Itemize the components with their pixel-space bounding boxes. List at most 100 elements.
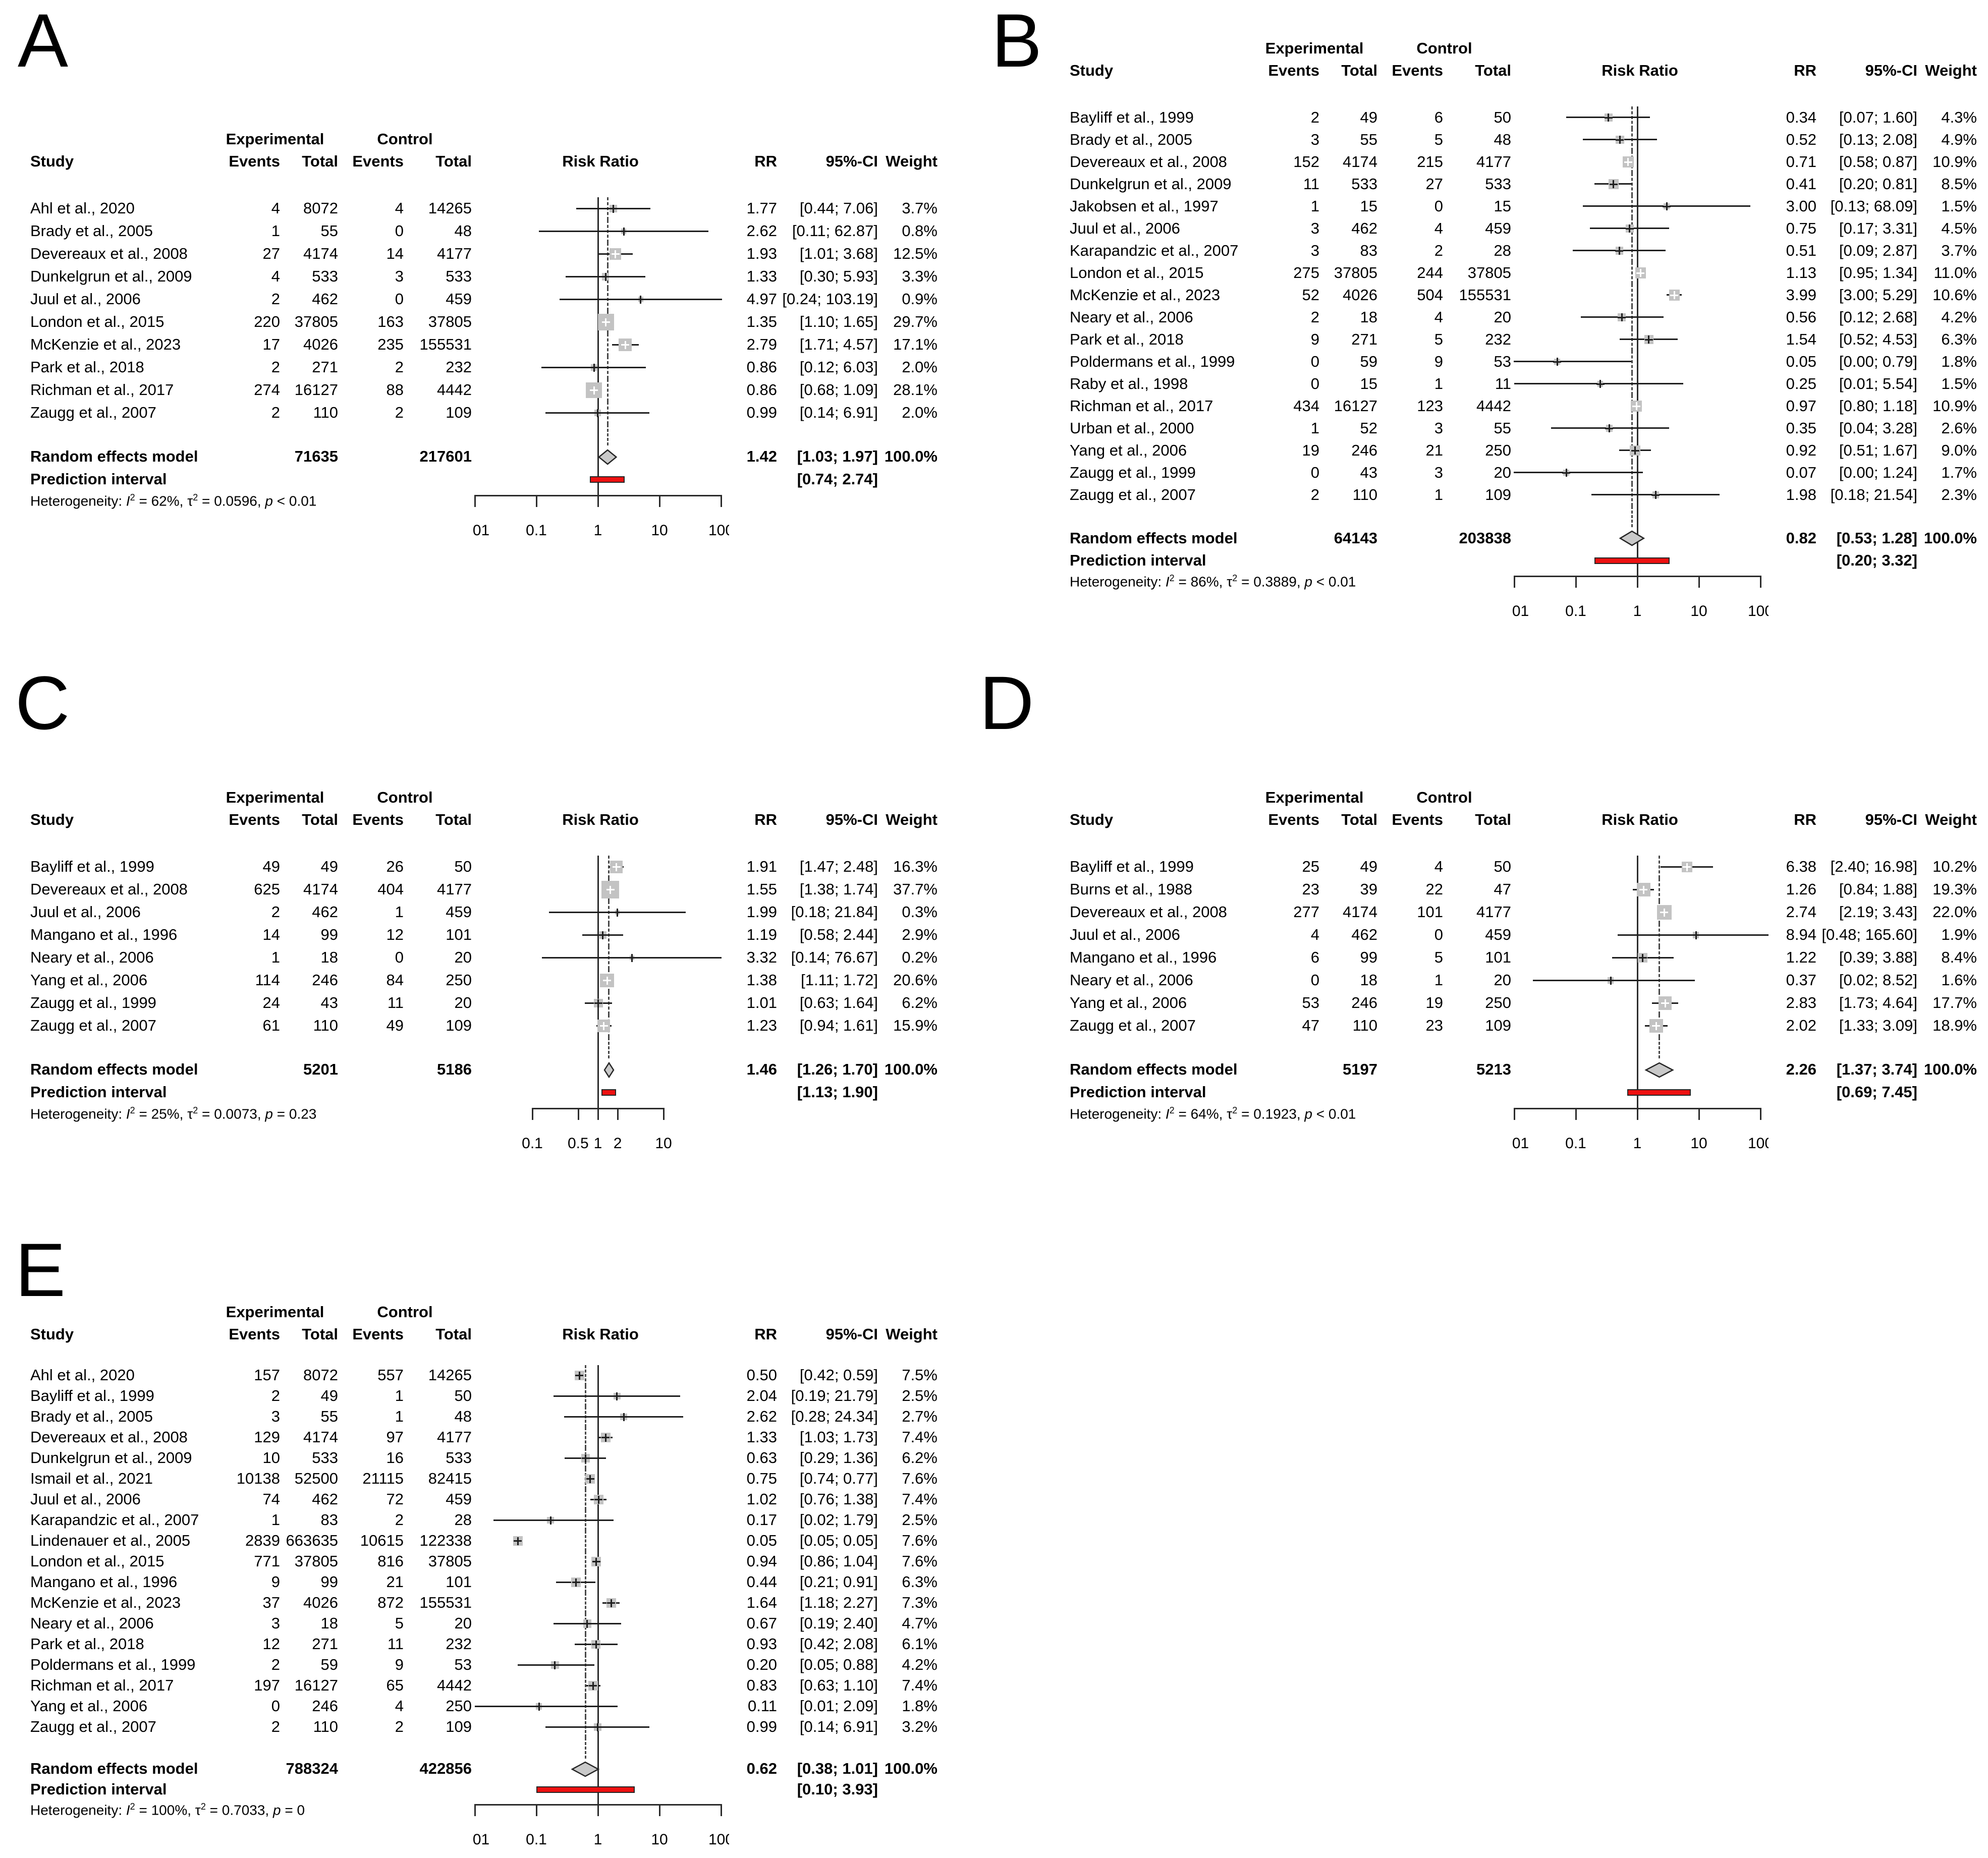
ci-value: [0.07; 1.60] — [1839, 108, 1917, 126]
experimental-events: 1 — [1310, 197, 1319, 215]
control-total: 109 — [446, 404, 472, 422]
prediction-interval-bar — [601, 1089, 617, 1096]
study-name: Mangano et al., 1996 — [30, 1573, 178, 1591]
heterogeneity-text: Heterogeneity: I2 = 25%, τ2 = 0.0073, p … — [30, 1105, 317, 1122]
ci-value: [0.74; 0.77] — [799, 1470, 878, 1488]
risk-ratio-plot — [472, 402, 729, 424]
point-marker — [1639, 889, 1648, 890]
ci-value: [0.17; 3.31] — [1839, 219, 1917, 237]
point-marker — [601, 276, 610, 277]
risk-ratio-plot — [1511, 1081, 1769, 1104]
prediction-interval-bar — [590, 476, 625, 483]
control-total: 459 — [1485, 926, 1511, 944]
study-name: Study — [1070, 61, 1114, 79]
control-events: 2 — [395, 1718, 404, 1736]
study-row: Zaugg et al., 2007 2 110 1 109 1.98 [0.18; 21.… — [1070, 484, 1977, 506]
pooled-effect-dashed-line — [1631, 506, 1633, 527]
risk-ratio-plot — [472, 243, 729, 265]
experimental-total: 4174 — [303, 245, 338, 263]
ci-value: [0.86; 1.04] — [799, 1552, 878, 1570]
point-marker — [621, 344, 630, 346]
weight-value: 28.1% — [893, 381, 937, 399]
risk-ratio-plot: Risk Ratio — [472, 150, 729, 173]
risk-ratio-plot — [472, 1737, 729, 1759]
risk-ratio-plot — [472, 1613, 729, 1634]
weight-value: 7.4% — [902, 1428, 937, 1446]
experimental-total: 663635 — [286, 1532, 338, 1550]
study-name: Zaugg et al., 2007 — [30, 1718, 156, 1736]
control-events: 5 — [1434, 330, 1443, 348]
risk-ratio-plot — [1511, 395, 1769, 417]
weight-value: 3.3% — [902, 267, 937, 286]
ci-value: [0.44; 7.06] — [799, 199, 878, 217]
pooled-effect-dashed-line — [1631, 173, 1633, 195]
risk-ratio-plot — [472, 1675, 729, 1696]
experimental-events: 0 — [1310, 463, 1319, 481]
point-marker — [590, 367, 598, 368]
header-gap — [30, 831, 937, 856]
control-events: 0 — [395, 222, 404, 240]
control-total: 232 — [446, 358, 472, 376]
null-effect-line — [597, 333, 599, 356]
experimental-total: 462 — [312, 1490, 338, 1508]
rr-value: 0.97 — [1786, 397, 1816, 415]
pooled-effect-dashed-line — [584, 1737, 586, 1759]
experimental-total: 8072 — [303, 1366, 338, 1384]
study-name: Jakobsen et al., 1997 — [1070, 197, 1219, 215]
study-row: Brady et al., 2005 3 55 1 48 2.62 [0.28; 24.34… — [30, 1406, 937, 1427]
study-row: London et al., 2015 220 37805 163 37805 1.35 [… — [30, 311, 937, 333]
rr-value: 0.75 — [1786, 219, 1816, 237]
axis-tick — [536, 495, 537, 507]
control-total: 20 — [1494, 971, 1511, 989]
ci-line — [475, 1705, 618, 1707]
study-name: Yang et al., 2006 — [1070, 994, 1187, 1012]
axis-tick — [1514, 1108, 1515, 1120]
risk-ratio-plot — [1511, 106, 1769, 129]
control-total: 20 — [454, 994, 472, 1012]
study-row: Devereaux et al., 2008 152 4174 215 4177 0.71… — [1070, 151, 1977, 173]
control-total: 11 — [1495, 374, 1511, 392]
rr-value: 2.62 — [746, 222, 777, 240]
pooled-effect-dashed-line — [1631, 262, 1633, 284]
study-name: Brady et al., 2005 — [30, 222, 153, 240]
weight-value: 2.5% — [902, 1387, 937, 1405]
ci-value: 95%-CI — [825, 152, 878, 170]
ci-line — [1514, 472, 1643, 473]
study-row: Yang et al., 2006 53 246 19 250 2.83 [1.73; 4.… — [1070, 992, 1977, 1015]
control-total: 37805 — [428, 1552, 472, 1570]
experimental-total: 271 — [1351, 330, 1377, 348]
point-marker — [636, 299, 645, 300]
experimental-events: 9 — [1310, 330, 1319, 348]
experimental-events: 2 — [271, 358, 280, 376]
risk-ratio-plot — [1511, 992, 1769, 1015]
null-effect-line — [597, 1037, 599, 1058]
study-name: Random effects model — [30, 1060, 198, 1079]
point-marker — [1670, 294, 1679, 296]
axis-tick-label: 1 — [1633, 1135, 1642, 1152]
control-total: 20 — [454, 1614, 472, 1632]
axis-tick-label: 0.5 — [568, 1135, 589, 1152]
study-row: Mangano et al., 1996 9 99 21 101 0.44 [0.21; 0… — [30, 1572, 937, 1593]
ci-value: [0.13; 68.09] — [1830, 197, 1917, 215]
experimental-total: 99 — [320, 926, 338, 944]
experimental-total: 18 — [1360, 308, 1377, 326]
random-effects-row: Random effects model 5201 5186 1.46 [1.26; 1… — [30, 1058, 937, 1081]
control-events: 3 — [1434, 463, 1443, 481]
study-row: Karapandzic et al., 2007 3 83 2 28 0.51 [0.09;… — [1070, 240, 1977, 262]
experimental-events: 771 — [254, 1552, 280, 1570]
study-name: Mangano et al., 1996 — [30, 926, 178, 944]
point-marker — [612, 866, 621, 868]
control-events: 215 — [1417, 152, 1443, 171]
control-events: Events — [1392, 810, 1443, 828]
control-total: 37805 — [1467, 263, 1511, 281]
study-name: Prediction interval — [30, 470, 167, 488]
study-row: McKenzie et al., 2023 52 4026 504 155531 3.99… — [1070, 284, 1977, 306]
risk-ratio-axis: 0.01 0.1 1 10 100 — [1511, 1104, 1769, 1162]
axis-tick-label: 10 — [1690, 603, 1707, 620]
header-gap — [30, 1346, 937, 1365]
control-total: 55 — [1494, 419, 1511, 437]
random-effects-row: Random effects model 64143 203838 0.82 [0.53… — [1070, 527, 1977, 549]
axis-tick-label: 1 — [593, 1831, 602, 1848]
risk-ratio-plot — [472, 1717, 729, 1737]
ci-value: [0.00; 1.24] — [1839, 463, 1917, 481]
